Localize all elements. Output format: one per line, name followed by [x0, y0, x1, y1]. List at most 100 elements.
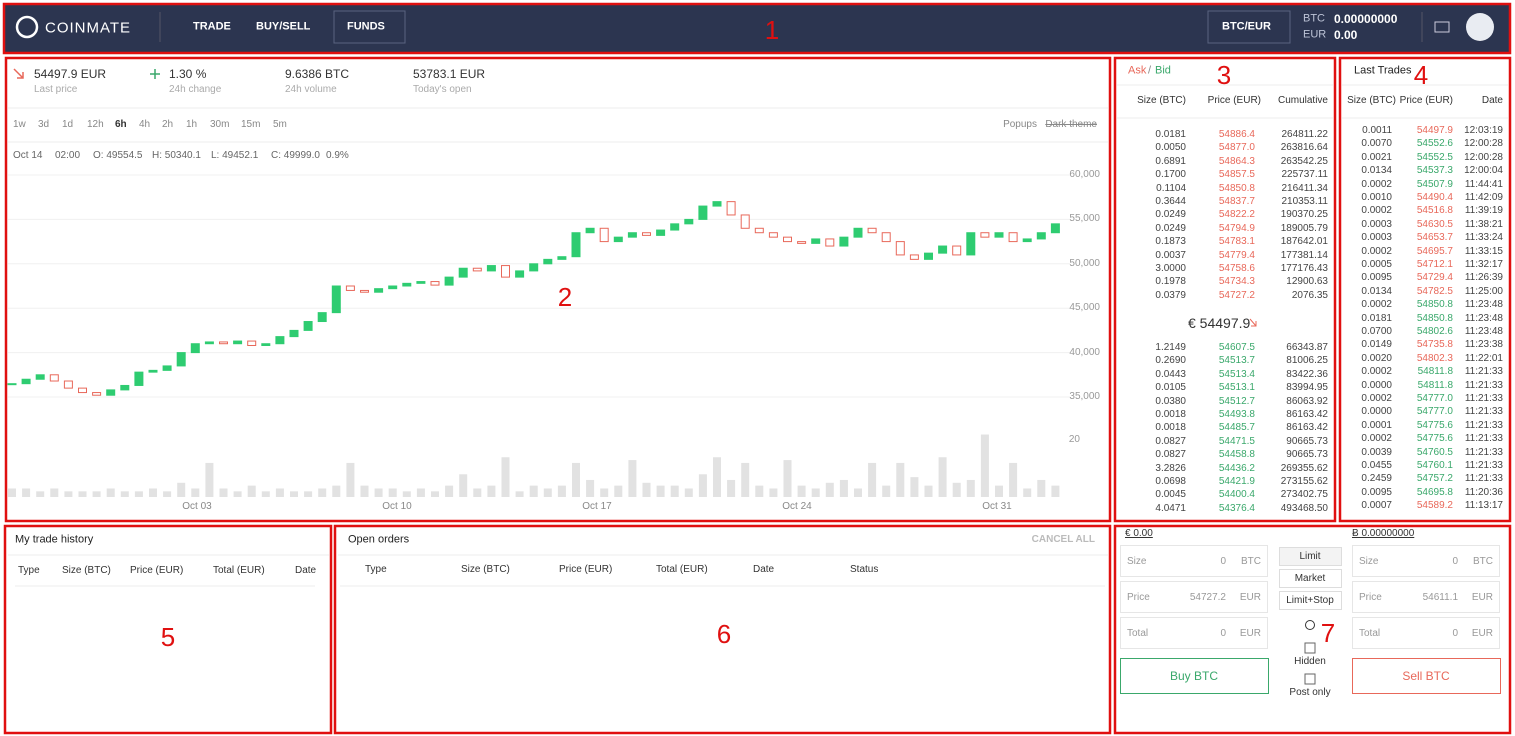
- order-type-label[interactable]: Market: [1294, 573, 1326, 584]
- volume-bar: [614, 485, 623, 497]
- volume-bar: [1037, 479, 1046, 497]
- checkbox[interactable]: [1304, 673, 1316, 685]
- cancel-all-button[interactable]: CANCEL ALL: [1031, 534, 1095, 545]
- volume-bar: [896, 462, 905, 497]
- candle: [825, 238, 835, 247]
- action-button-label[interactable]: Buy BTC: [1169, 669, 1219, 683]
- timeframe-tab[interactable]: 1h: [186, 119, 198, 130]
- volume-bar: [50, 488, 59, 497]
- timeframe-tab[interactable]: 1d: [62, 119, 74, 130]
- timeframe-tab[interactable]: 1w: [13, 119, 26, 130]
- trade-size: 0.0020: [1361, 352, 1392, 364]
- timeframe-tab[interactable]: 15m: [241, 119, 261, 130]
- volume-bar: [642, 482, 651, 497]
- timeframe-tab[interactable]: 6h: [115, 119, 127, 130]
- input-label: Total: [1359, 628, 1381, 639]
- order-type-label[interactable]: Limit+Stop: [1286, 595, 1334, 606]
- order-type-button[interactable]: [1279, 547, 1342, 566]
- column-header: Status: [850, 564, 879, 575]
- trade-time: 11:38:21: [1464, 218, 1503, 230]
- volume-bar: [318, 488, 327, 497]
- input-label: Total: [1127, 628, 1149, 639]
- timeframe-tab[interactable]: 30m: [210, 119, 230, 130]
- stat-value: 54497.9 EUR: [34, 67, 107, 81]
- order-book-cell: 54513.7: [1218, 355, 1255, 367]
- candle: [289, 329, 299, 338]
- volume-bar: [360, 485, 369, 497]
- timeframe-tab[interactable]: 12h: [87, 119, 104, 130]
- trade-price: 54630.5: [1416, 218, 1453, 230]
- order-book-cell: 12900.63: [1286, 276, 1328, 288]
- order-book-cell: 90665.73: [1286, 449, 1328, 461]
- order-type-button[interactable]: [1279, 569, 1342, 588]
- ask-label: Ask: [1128, 64, 1147, 77]
- column-header: Size (BTC): [1137, 95, 1186, 106]
- candle: [303, 321, 313, 331]
- order-book-cell: 54471.5: [1218, 435, 1255, 447]
- input-box[interactable]: [1120, 545, 1268, 577]
- candle: [966, 232, 976, 256]
- order-book-cell: 0.2690: [1155, 355, 1186, 367]
- candle: [867, 227, 877, 234]
- order-book-cell: 54512.7: [1218, 395, 1255, 407]
- trade-time: 12:00:04: [1464, 165, 1503, 177]
- timeframe-tab[interactable]: 3d: [38, 119, 50, 130]
- nav-item[interactable]: FUNDS: [347, 20, 385, 33]
- chart-option[interactable]: Dark theme: [1045, 119, 1097, 130]
- volume-bar: [684, 488, 693, 497]
- input-box[interactable]: [1120, 617, 1268, 649]
- candle: [416, 281, 426, 284]
- chart-option[interactable]: Popups: [1003, 119, 1037, 130]
- order-book-cell: 0.0181: [1155, 129, 1186, 140]
- separator: /: [1148, 64, 1152, 77]
- order-book-cell: 54513.4: [1218, 368, 1255, 380]
- input-box[interactable]: [1352, 581, 1500, 613]
- input-value: 0: [1220, 556, 1226, 567]
- input-box[interactable]: [1352, 617, 1500, 649]
- annotation-number: 6: [716, 619, 732, 649]
- order-book-cell: 54822.2: [1218, 209, 1255, 221]
- trade-time: 11:21:33: [1464, 393, 1503, 404]
- trade-price: 54507.9: [1416, 178, 1453, 190]
- timeframe-tab[interactable]: 4h: [139, 119, 151, 130]
- trade-price: 54782.5: [1416, 285, 1453, 297]
- pair-select[interactable]: BTC/EUR: [1222, 20, 1271, 33]
- timeframe-tab[interactable]: 2h: [162, 119, 174, 130]
- volume-bar: [938, 457, 947, 497]
- trade-price: 54777.0: [1416, 406, 1453, 418]
- candle: [78, 387, 87, 394]
- order-book-cell: 66343.87: [1286, 342, 1328, 353]
- nav-item[interactable]: BUY/SELL: [256, 20, 311, 33]
- stat-label: Today's open: [413, 84, 472, 95]
- candle: [712, 201, 722, 207]
- order-book-cell: 264811.22: [1281, 129, 1328, 140]
- trade-price: 54802.3: [1416, 352, 1453, 364]
- candle: [331, 285, 341, 314]
- order-type-label[interactable]: Limit: [1299, 551, 1321, 562]
- volume-bar: [910, 477, 919, 497]
- trade-time: 12:03:19: [1464, 125, 1503, 136]
- column-header: Size (BTC): [461, 564, 510, 575]
- volume-bar: [769, 488, 778, 497]
- volume-bar: [332, 485, 341, 497]
- timeframe-tab[interactable]: 5m: [273, 119, 287, 130]
- volume-bar: [304, 491, 313, 497]
- volume-bar: [515, 491, 524, 497]
- candle: [120, 384, 130, 391]
- checkbox[interactable]: [1304, 642, 1316, 654]
- order-type-button[interactable]: [1279, 591, 1342, 610]
- volume-bar: [388, 488, 397, 497]
- candle: [134, 371, 144, 386]
- order-book-cell: 190370.25: [1280, 209, 1328, 221]
- order-book-cell: 86063.92: [1286, 395, 1328, 407]
- trade-price: 54695.8: [1416, 486, 1453, 498]
- action-button-label[interactable]: Sell BTC: [1402, 669, 1450, 683]
- action-button[interactable]: [1352, 658, 1501, 694]
- nav-item[interactable]: TRADE: [193, 20, 231, 33]
- action-button[interactable]: [1120, 658, 1269, 694]
- input-box[interactable]: [1352, 545, 1500, 577]
- order-book-cell: 0.0045: [1155, 489, 1186, 501]
- input-box[interactable]: [1120, 581, 1268, 613]
- trade-size: 0.0002: [1361, 393, 1392, 404]
